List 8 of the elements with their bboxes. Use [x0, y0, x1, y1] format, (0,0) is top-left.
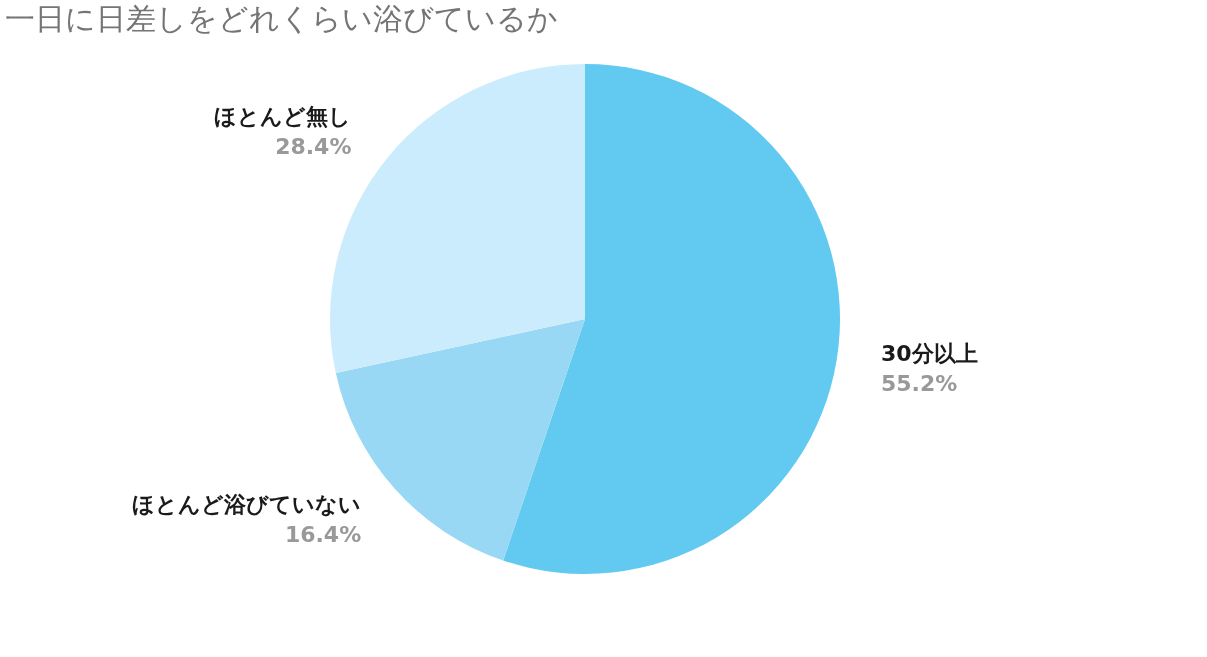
- data-label: 28.4%: [275, 133, 352, 159]
- data-label: 16.4%: [284, 521, 362, 547]
- pie-slice: [503, 64, 840, 574]
- chart-title: 一日に日差しをどれくらい浴びているか: [5, 1, 558, 36]
- slice-label: ほとんど浴びていない: [132, 491, 362, 517]
- slice-label: 30分以上: [881, 340, 978, 366]
- data-label: 55.2%: [881, 370, 958, 396]
- slice-label: ほとんど無し: [214, 103, 352, 129]
